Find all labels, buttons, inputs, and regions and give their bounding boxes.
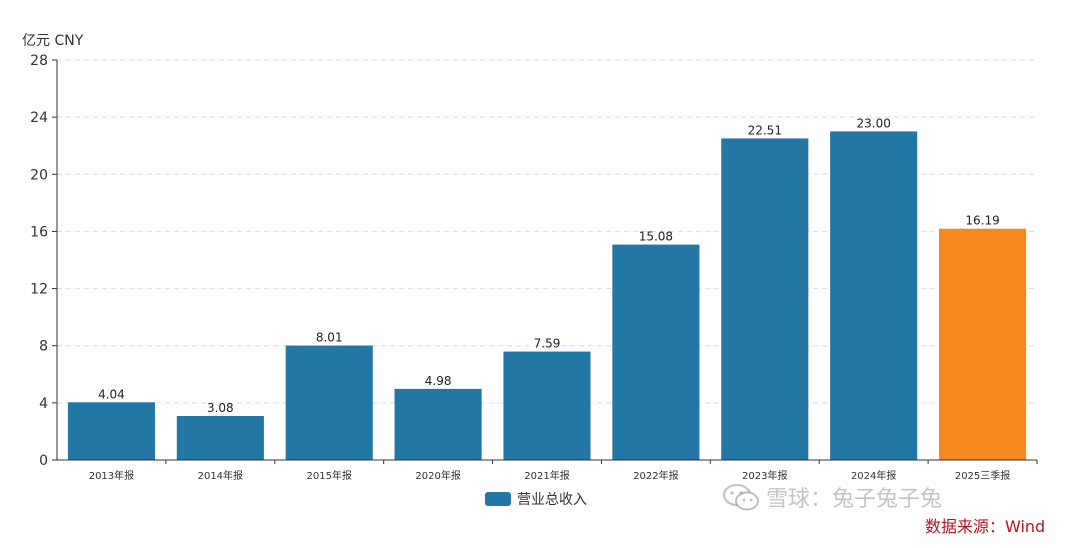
x-tick-label: 2015年报 [306, 469, 351, 482]
bar-2024年报[interactable] [830, 131, 918, 460]
y-tick-label: 8 [39, 339, 48, 355]
value-label: 4.04 [98, 387, 125, 401]
bar-2020年报[interactable] [394, 388, 482, 460]
value-label: 4.98 [425, 374, 452, 388]
y-axis: 0 4 8 12 16 20 24 28 [30, 53, 58, 469]
value-labels: 4.04 3.08 8.01 4.98 7.59 15.08 22.51 23.00 16.19 [98, 116, 1000, 415]
legend[interactable]: 营业总收入 [485, 489, 587, 509]
watermark: 雪球：兔子兔子兔 [722, 481, 942, 513]
value-label: 8.01 [316, 331, 343, 345]
bars [67, 131, 1027, 460]
watermark-text: 雪球：兔子兔子兔 [766, 487, 943, 512]
y-tick-label: 0 [39, 453, 48, 469]
y-tick-label: 24 [30, 110, 48, 126]
value-label: 16.19 [965, 214, 999, 228]
x-tick-label: 2024年报 [851, 469, 896, 482]
legend-label: 营业总收入 [517, 492, 587, 508]
y-axis-unit-label: 亿元 CNY [22, 33, 84, 49]
y-tick-label: 20 [30, 167, 48, 183]
value-label: 23.00 [856, 116, 890, 130]
bar-2013年报[interactable] [67, 402, 155, 460]
value-label: 7.59 [534, 337, 561, 351]
x-tick-label: 2023年报 [742, 469, 787, 482]
source-note: 数据来源：Wind [925, 517, 1046, 536]
bar-2014年报[interactable] [176, 416, 264, 460]
x-tick-label: 2021年报 [524, 469, 569, 482]
bar-2023年报[interactable] [721, 138, 809, 460]
value-label: 3.08 [207, 401, 234, 415]
bar-2021年报[interactable] [503, 351, 591, 460]
x-tick-label: 2014年报 [198, 469, 243, 482]
y-tick-label: 28 [30, 53, 48, 69]
bar-2015年报[interactable] [285, 345, 373, 460]
y-tick-label: 4 [39, 396, 48, 412]
bar-2025三季报[interactable] [939, 228, 1027, 460]
x-tick-label: 2020年报 [415, 469, 460, 482]
wechat-icon [723, 484, 759, 511]
y-tick-label: 16 [30, 224, 48, 240]
legend-swatch [485, 492, 511, 506]
bar-2022年报[interactable] [612, 244, 700, 460]
x-tick-label: 2013年报 [89, 469, 134, 482]
grid-lines [57, 59, 1037, 404]
x-tick-label: 2022年报 [633, 469, 678, 482]
value-label: 15.08 [639, 230, 673, 244]
x-tick-label: 2025三季报 [955, 469, 1010, 482]
value-label: 22.51 [748, 123, 782, 137]
x-axis: 2013年报 2014年报 2015年报 2020年报 2021年报 2022年报 2023… [57, 459, 1038, 482]
y-tick-label: 12 [30, 282, 48, 298]
